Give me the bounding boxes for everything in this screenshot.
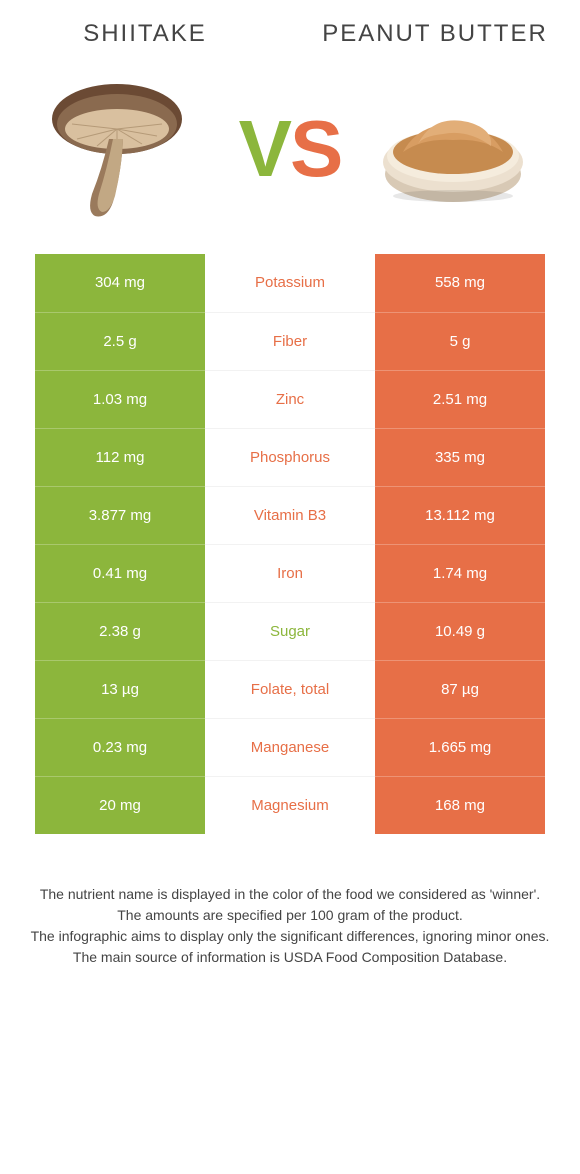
footnote-line: The nutrient name is displayed in the co… bbox=[30, 884, 550, 905]
right-value: 168 mg bbox=[375, 776, 545, 834]
nutrient-name: Magnesium bbox=[205, 776, 375, 834]
nutrient-name: Zinc bbox=[205, 370, 375, 428]
nutrient-name: Iron bbox=[205, 544, 375, 602]
right-value: 2.51 mg bbox=[375, 370, 545, 428]
footnote-line: The main source of information is USDA F… bbox=[30, 947, 550, 968]
nutrient-table: 304 mgPotassium558 mg2.5 gFiber5 g1.03 m… bbox=[35, 254, 545, 834]
table-row: 0.41 mgIron1.74 mg bbox=[35, 544, 545, 602]
right-title: Peanut butter bbox=[290, 20, 580, 49]
nutrient-name: Vitamin B3 bbox=[205, 486, 375, 544]
table-row: 1.03 mgZinc2.51 mg bbox=[35, 370, 545, 428]
table-row: 2.5 gFiber5 g bbox=[35, 312, 545, 370]
nutrient-name: Phosphorus bbox=[205, 428, 375, 486]
nutrient-name: Potassium bbox=[205, 254, 375, 312]
left-value: 20 mg bbox=[35, 776, 205, 834]
left-value: 2.38 g bbox=[35, 602, 205, 660]
vs-s: S bbox=[290, 103, 341, 195]
vs-label: VS bbox=[239, 103, 342, 195]
left-value: 304 mg bbox=[35, 254, 205, 312]
table-row: 13 µgFolate, total87 µg bbox=[35, 660, 545, 718]
right-value: 5 g bbox=[375, 312, 545, 370]
left-value: 2.5 g bbox=[35, 312, 205, 370]
right-value: 1.665 mg bbox=[375, 718, 545, 776]
right-food-image bbox=[346, 74, 560, 224]
left-value: 0.41 mg bbox=[35, 544, 205, 602]
peanut-butter-icon bbox=[373, 74, 533, 224]
title-row: Shiitake Peanut butter bbox=[0, 0, 580, 59]
hero-row: VS bbox=[0, 59, 580, 254]
table-row: 3.877 mgVitamin B313.112 mg bbox=[35, 486, 545, 544]
right-value: 10.49 g bbox=[375, 602, 545, 660]
footnote-line: The infographic aims to display only the… bbox=[30, 926, 550, 947]
right-value: 558 mg bbox=[375, 254, 545, 312]
nutrient-name: Sugar bbox=[205, 602, 375, 660]
right-value: 87 µg bbox=[375, 660, 545, 718]
table-row: 20 mgMagnesium168 mg bbox=[35, 776, 545, 834]
footnote-line: The amounts are specified per 100 gram o… bbox=[30, 905, 550, 926]
left-value: 112 mg bbox=[35, 428, 205, 486]
right-value: 1.74 mg bbox=[375, 544, 545, 602]
nutrient-name: Folate, total bbox=[205, 660, 375, 718]
footnotes: The nutrient name is displayed in the co… bbox=[0, 834, 580, 988]
right-value: 13.112 mg bbox=[375, 486, 545, 544]
right-title-col: Peanut butter bbox=[290, 20, 580, 49]
left-value: 0.23 mg bbox=[35, 718, 205, 776]
table-row: 304 mgPotassium558 mg bbox=[35, 254, 545, 312]
nutrient-name: Fiber bbox=[205, 312, 375, 370]
infographic: Shiitake Peanut butter bbox=[0, 0, 580, 988]
right-value: 335 mg bbox=[375, 428, 545, 486]
vs-v: V bbox=[239, 103, 290, 195]
left-title: Shiitake bbox=[0, 20, 290, 49]
table-row: 112 mgPhosphorus335 mg bbox=[35, 428, 545, 486]
shiitake-icon bbox=[47, 74, 207, 224]
table-row: 2.38 gSugar10.49 g bbox=[35, 602, 545, 660]
left-title-col: Shiitake bbox=[0, 20, 290, 49]
left-value: 13 µg bbox=[35, 660, 205, 718]
left-value: 3.877 mg bbox=[35, 486, 205, 544]
table-row: 0.23 mgManganese1.665 mg bbox=[35, 718, 545, 776]
left-food-image bbox=[20, 74, 234, 224]
left-value: 1.03 mg bbox=[35, 370, 205, 428]
nutrient-name: Manganese bbox=[205, 718, 375, 776]
